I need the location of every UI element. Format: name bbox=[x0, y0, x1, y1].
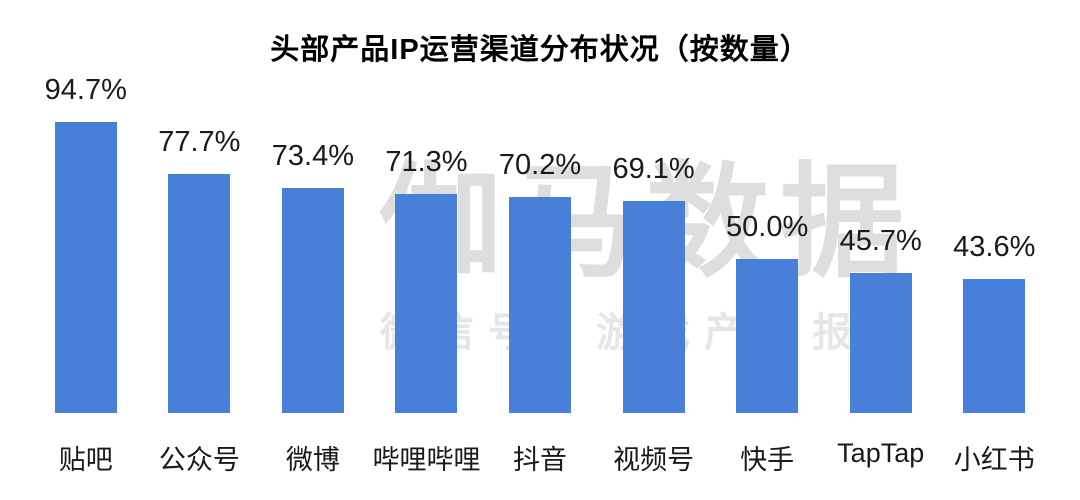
bar-chart-plot-area: 94.7% 77.7% 73.4% 71.3% 70.2% 69.1% 50.0% 45.7%… bbox=[29, 76, 1052, 413]
bar bbox=[849, 273, 912, 413]
bar-column: 43.6% bbox=[938, 106, 1052, 413]
bar bbox=[736, 259, 799, 413]
category-label: 贴吧 bbox=[58, 445, 113, 475]
chart-title: 头部产品IP运营渠道分布状况（按数量） bbox=[270, 34, 810, 66]
bar-column: 77.7% bbox=[143, 106, 257, 413]
value-label: 69.1% bbox=[612, 153, 695, 185]
value-label: 43.6% bbox=[953, 231, 1036, 263]
bar bbox=[622, 201, 685, 413]
value-label: 73.4% bbox=[271, 140, 355, 172]
bar-column: 70.2% bbox=[483, 106, 597, 413]
bar bbox=[509, 197, 572, 413]
bar bbox=[395, 194, 458, 413]
category-label: 视频号 bbox=[613, 445, 695, 475]
bar bbox=[281, 188, 344, 413]
category-label: 公众号 bbox=[158, 445, 240, 475]
category-label: 抖音 bbox=[513, 445, 568, 475]
value-label: 71.3% bbox=[385, 146, 468, 178]
category-label: 小红书 bbox=[953, 445, 1035, 475]
bar-column: 94.7% bbox=[29, 76, 143, 413]
bar bbox=[54, 122, 117, 413]
value-label: 77.7% bbox=[158, 126, 241, 158]
category-label: TapTap bbox=[837, 438, 925, 468]
value-label: 45.7% bbox=[839, 225, 922, 257]
value-label: 70.2% bbox=[498, 149, 582, 181]
value-label: 50.0% bbox=[726, 211, 809, 243]
category-label: 快手 bbox=[740, 445, 795, 475]
bar bbox=[168, 174, 231, 413]
bar bbox=[963, 279, 1026, 413]
category-axis: 贴吧 公众号 微博 哔哩哔哩 抖音 视频号 快手 TapTap 小红书 bbox=[29, 438, 1051, 477]
value-label: 94.7% bbox=[44, 74, 127, 106]
category-label: 微博 bbox=[285, 445, 340, 475]
bar-column: 50.0% bbox=[710, 106, 824, 413]
bar-column: 45.7% bbox=[824, 106, 938, 413]
bar-column: 71.3% bbox=[370, 106, 484, 413]
bar-column: 73.4% bbox=[256, 106, 370, 413]
bar-column: 69.1% bbox=[597, 106, 711, 413]
category-label: 哔哩哔哩 bbox=[372, 445, 481, 475]
